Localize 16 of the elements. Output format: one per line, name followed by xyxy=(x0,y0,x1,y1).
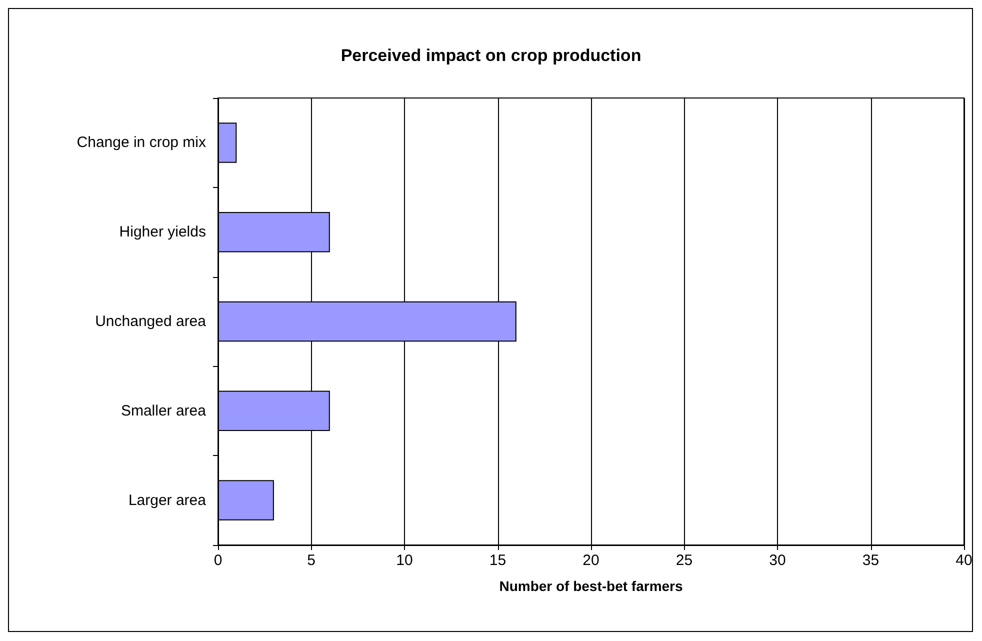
x-tick-label: 10 xyxy=(396,552,413,569)
x-tick-label: 25 xyxy=(676,552,693,569)
y-tick-label: Smaller area xyxy=(120,402,207,420)
chart-title: Perceived impact on crop production xyxy=(340,46,642,65)
x-axis-title: Number of best-bet farmers xyxy=(499,578,684,594)
x-tick-label: 0 xyxy=(214,552,222,569)
x-tick-label: 15 xyxy=(489,552,506,569)
x-tick-label: 20 xyxy=(582,552,600,569)
x-tick-label: 5 xyxy=(307,552,316,569)
y-tick-label: Unchanged area xyxy=(95,313,207,330)
y-tick-label: Higher yields xyxy=(119,224,206,241)
x-tick-label: 30 xyxy=(769,552,786,569)
x-tick-label: 40 xyxy=(956,552,972,569)
x-tick-label: 35 xyxy=(862,552,880,569)
y-tick-label: Larger area xyxy=(128,492,207,509)
y-tick-label: Change in crop mix xyxy=(76,134,206,152)
